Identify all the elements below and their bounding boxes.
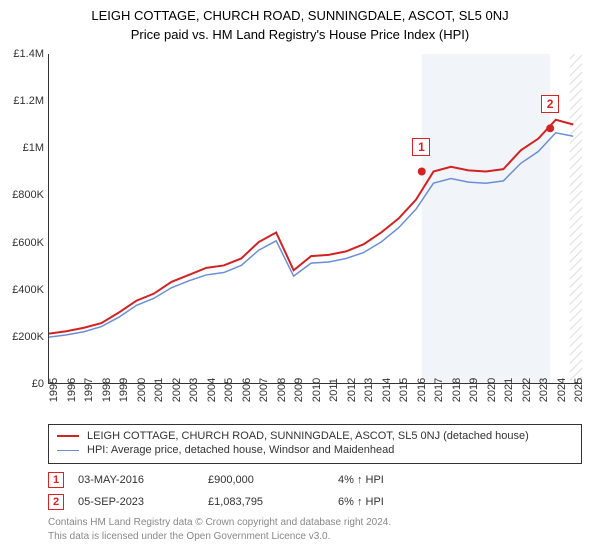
x-tick-label: 2012 [346, 378, 358, 402]
plot-svg [49, 54, 582, 383]
legend-item: LEIGH COTTAGE, CHURCH ROAD, SUNNINGDALE,… [57, 429, 573, 443]
x-tick-label: 2010 [311, 378, 323, 402]
y-tick-label: £800K [0, 189, 44, 201]
y-tick-label: £0 [0, 378, 44, 390]
x-tick-label: 2006 [241, 378, 253, 402]
x-tick-label: 2004 [206, 378, 218, 402]
x-tick-label: 2005 [223, 378, 235, 402]
x-tick-label: 2009 [293, 378, 305, 402]
sale-price: £900,000 [208, 474, 338, 486]
x-tick-label: 1999 [118, 378, 130, 402]
footer-line-1: Contains HM Land Registry data © Crown c… [48, 516, 582, 530]
x-tick-label: 2008 [276, 378, 288, 402]
sale-date: 05-SEP-2023 [78, 496, 208, 508]
x-tick-label: 2015 [398, 378, 410, 402]
x-tick-label: 2021 [503, 378, 515, 402]
sale-marker-dot [418, 168, 426, 176]
x-tick-label: 2024 [556, 378, 568, 402]
x-tick-label: 2007 [258, 378, 270, 402]
sale-index-box: 1 [48, 472, 64, 488]
y-tick-label: £600K [0, 237, 44, 249]
y-tick-label: £1M [0, 142, 44, 154]
x-tick-label: 2001 [153, 378, 165, 402]
legend-label: LEIGH COTTAGE, CHURCH ROAD, SUNNINGDALE,… [87, 430, 529, 442]
x-tick-label: 1996 [66, 378, 78, 402]
footer-line-2: This data is licensed under the Open Gov… [48, 530, 582, 544]
y-tick-label: £1.2M [0, 95, 44, 107]
x-tick-label: 2019 [468, 378, 480, 402]
x-tick-label: 2011 [328, 378, 340, 402]
sale-delta: 6% ↑ HPI [338, 496, 384, 508]
y-tick-label: £400K [0, 284, 44, 296]
x-tick-label: 2002 [171, 378, 183, 402]
sale-row: 1 03-MAY-2016£900,0004% ↑ HPI [48, 468, 582, 490]
x-tick-label: 2025 [573, 378, 585, 402]
y-tick-label: £200K [0, 331, 44, 343]
sale-callout: 1 [412, 138, 430, 156]
legend-item: HPI: Average price, detached house, Wind… [57, 443, 573, 457]
footer: Contains HM Land Registry data © Crown c… [48, 516, 582, 543]
x-tick-label: 2017 [433, 378, 445, 402]
sales-table: 1 03-MAY-2016£900,0004% ↑ HPI 2 05-SEP-2023… [48, 468, 582, 512]
x-tick-label: 2014 [381, 378, 393, 402]
sale-callout: 2 [541, 95, 559, 113]
legend-swatch [57, 450, 79, 451]
y-tick-label: £1.4M [0, 48, 44, 60]
x-tick-label: 2023 [538, 378, 550, 402]
x-tick-label: 2022 [521, 378, 533, 402]
x-tick-label: 2013 [363, 378, 375, 402]
x-tick-label: 2000 [136, 378, 148, 402]
x-tick-label: 1997 [83, 378, 95, 402]
sale-delta: 4% ↑ HPI [338, 474, 384, 486]
x-tick-label: 2018 [451, 378, 463, 402]
sale-marker-dot [546, 124, 554, 132]
x-tick-label: 2020 [486, 378, 498, 402]
sale-index-box: 2 [48, 494, 64, 510]
chart-subtitle: Price paid vs. HM Land Registry's House … [0, 23, 600, 42]
x-tick-label: 2016 [416, 378, 428, 402]
sale-date: 03-MAY-2016 [78, 474, 208, 486]
chart-container: LEIGH COTTAGE, CHURCH ROAD, SUNNINGDALE,… [0, 0, 600, 560]
legend-label: HPI: Average price, detached house, Wind… [87, 444, 394, 456]
x-tick-label: 2003 [188, 378, 200, 402]
chart-title: LEIGH COTTAGE, CHURCH ROAD, SUNNINGDALE,… [0, 0, 600, 23]
legend-swatch [57, 435, 79, 437]
x-tick-label: 1998 [101, 378, 113, 402]
sale-row: 2 05-SEP-2023£1,083,7956% ↑ HPI [48, 490, 582, 512]
x-tick-label: 1995 [48, 378, 60, 402]
plot-area [48, 54, 582, 384]
legend: LEIGH COTTAGE, CHURCH ROAD, SUNNINGDALE,… [48, 424, 582, 464]
sale-price: £1,083,795 [208, 496, 338, 508]
